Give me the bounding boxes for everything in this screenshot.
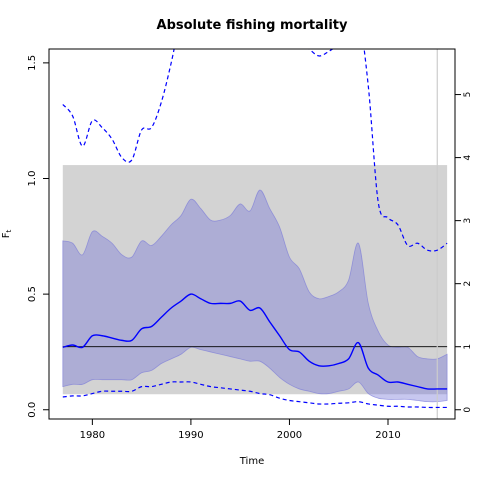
series-estimate bbox=[62, 293, 448, 390]
y2-tick-label: 0 bbox=[463, 407, 473, 413]
y2-tick-label: 2 bbox=[463, 281, 473, 287]
y-tick-label: 0.5 bbox=[27, 286, 38, 302]
y2-tick-label: 1 bbox=[463, 344, 473, 350]
chart-title: Absolute fishing mortality bbox=[157, 18, 348, 33]
series-lower-dashed bbox=[62, 381, 448, 409]
y2-tick-label: 5 bbox=[463, 92, 473, 98]
x-axis-label: Time bbox=[239, 456, 264, 467]
y2-tick-label: 3 bbox=[463, 218, 473, 224]
x-tick-label: 1990 bbox=[178, 430, 203, 441]
y-axis-label: F bbox=[1, 232, 12, 238]
x-tick-label: 1980 bbox=[80, 430, 105, 441]
plot-area bbox=[62, 49, 448, 419]
credible-interval-band bbox=[62, 189, 448, 403]
prior-range-band bbox=[62, 165, 448, 395]
axes: 1980 1990 2000 2010 0.0 0.5 1.0 1.5 0 1 2 3 4 5 bbox=[27, 55, 473, 441]
plot-frame bbox=[48, 48, 456, 420]
y-axis-label-group: Ft bbox=[1, 229, 13, 238]
y-tick-label: 0.0 bbox=[27, 402, 38, 418]
y-tick-label: 1.0 bbox=[27, 171, 38, 187]
svg-text:Ft: Ft bbox=[1, 229, 13, 238]
x-tick-label: 2000 bbox=[277, 430, 302, 441]
y-tick-label: 1.5 bbox=[27, 55, 38, 71]
y-axis-label-subscript: t bbox=[5, 229, 13, 232]
x-tick-label: 2010 bbox=[375, 430, 400, 441]
y2-tick-label: 4 bbox=[463, 154, 473, 160]
